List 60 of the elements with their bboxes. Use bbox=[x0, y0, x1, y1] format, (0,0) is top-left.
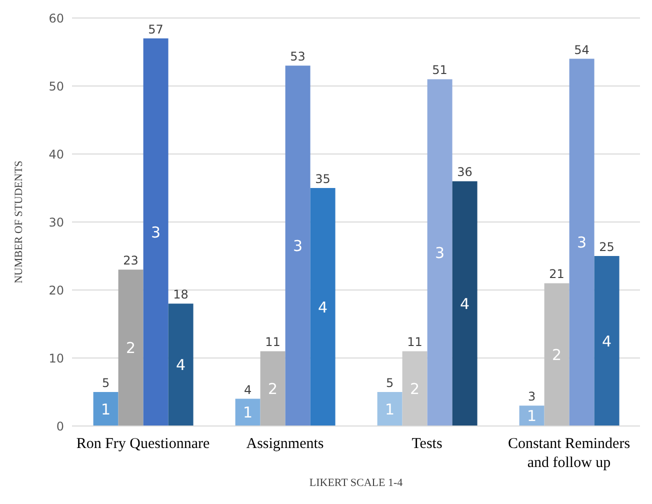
y-tick-label: 60 bbox=[48, 11, 64, 26]
series-label: 4 bbox=[602, 332, 612, 350]
y-axis-title: NUMBER OF STUDENTS bbox=[12, 160, 25, 284]
text: 4 bbox=[176, 356, 186, 374]
data-label: 5 bbox=[386, 376, 394, 390]
y-tick-label: 40 bbox=[48, 147, 64, 162]
y-tick-label: 30 bbox=[48, 215, 64, 230]
bar bbox=[260, 351, 286, 426]
text: 1 bbox=[243, 404, 253, 422]
text: 4 bbox=[318, 298, 328, 316]
y-tick-label: 0 bbox=[56, 419, 64, 434]
data-label: 21 bbox=[549, 267, 564, 282]
bar bbox=[310, 188, 336, 426]
data-label: 53 bbox=[290, 50, 306, 64]
bar bbox=[285, 66, 310, 426]
data-label: 3 bbox=[528, 390, 536, 404]
bar bbox=[118, 270, 144, 426]
data-label: 11 bbox=[407, 335, 422, 350]
y-tick-label: 50 bbox=[48, 79, 64, 94]
text: 1 bbox=[101, 400, 111, 418]
bar bbox=[168, 304, 194, 426]
text: 3 bbox=[151, 224, 161, 242]
text: 2 bbox=[268, 380, 278, 398]
bar bbox=[402, 351, 428, 426]
bar bbox=[143, 38, 168, 426]
bar bbox=[452, 181, 478, 426]
data-label: 4 bbox=[244, 382, 252, 397]
text: 3 bbox=[293, 237, 303, 256]
x-tick-label: Assignments bbox=[246, 436, 324, 452]
data-label: 5 bbox=[102, 376, 110, 390]
data-label: 35 bbox=[315, 172, 330, 186]
data-label: 54 bbox=[574, 42, 590, 57]
x-tick-label: Tests bbox=[412, 436, 442, 452]
text: 4 bbox=[460, 294, 470, 313]
series-label: 3 bbox=[577, 234, 587, 252]
data-label: 18 bbox=[173, 288, 188, 302]
x-tick-label: Ron Fry Questionnare bbox=[76, 436, 210, 452]
text: 3 bbox=[435, 244, 445, 262]
data-label: 11 bbox=[265, 335, 280, 350]
series-label: 1 bbox=[527, 407, 537, 426]
bar bbox=[594, 256, 620, 426]
data-label: 51 bbox=[432, 63, 448, 78]
series-label: 2 bbox=[552, 346, 562, 364]
x-axis-title: LIKERT SCALE 1-4 bbox=[309, 477, 404, 489]
bar bbox=[544, 283, 570, 426]
bar bbox=[235, 398, 260, 426]
bar bbox=[427, 79, 452, 426]
bar bbox=[519, 406, 544, 426]
data-label: 23 bbox=[123, 254, 138, 268]
data-label: 25 bbox=[599, 240, 614, 254]
bar bbox=[377, 392, 402, 426]
bar bbox=[569, 58, 594, 426]
bar bbox=[93, 392, 118, 426]
data-label: 36 bbox=[457, 165, 472, 180]
y-tick-label: 20 bbox=[48, 283, 64, 298]
data-label: 57 bbox=[148, 22, 164, 36]
y-tick-label: 10 bbox=[48, 351, 64, 366]
x-tick-label: Constant Reminders and follow up bbox=[508, 436, 630, 471]
text: 1 bbox=[385, 400, 395, 418]
text: 2 bbox=[126, 339, 136, 358]
